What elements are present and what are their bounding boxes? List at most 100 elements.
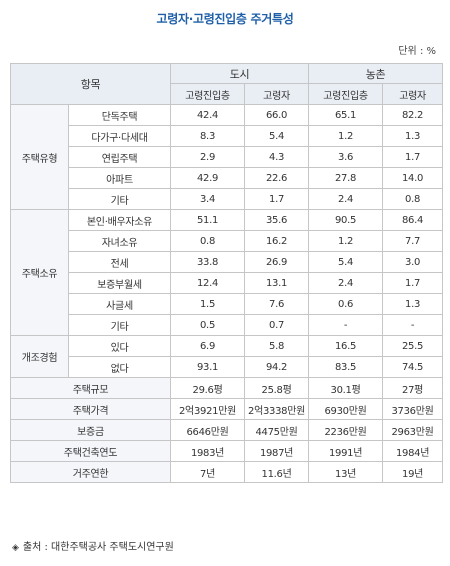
header-item: 항목 (9, 63, 172, 105)
row-label: 주택규모 (9, 377, 172, 399)
value-cell: 6646만원 (170, 419, 246, 441)
source-note: ◈ 출처 : 대한주택공사 주택도시연구원 (12, 538, 174, 553)
value-cell: 26.9 (244, 251, 310, 273)
table-row: 사글세 1.5 7.6 0.6 1.3 (11, 293, 444, 315)
value-cell: 1.2 (308, 230, 384, 252)
value-cell: 7년 (170, 461, 246, 483)
value-cell: 94.2 (244, 356, 310, 378)
value-cell: 27평 (382, 377, 444, 399)
unit-label: 단위 : % (398, 46, 436, 57)
table-row: 없다 93.1 94.2 83.5 74.5 (11, 356, 444, 378)
table-row: 주택건축연도 1983년 1987년 1991년 1984년 (9, 440, 444, 462)
value-cell: 30.1평 (308, 377, 384, 399)
housing-characteristics-table: 항목 도시 농촌 고령진입층 고령자 고령진입층 고령자 주택유형 단독주택 42.… (9, 63, 444, 483)
row-label: 없다 (67, 356, 172, 378)
row-label: 자녀소유 (67, 230, 172, 252)
table-row: 자녀소유 0.8 16.2 1.2 7.7 (11, 230, 444, 252)
value-cell: 16.5 (308, 335, 384, 357)
header-city: 도시 (170, 63, 310, 84)
value-cell: 0.5 (170, 314, 246, 336)
value-cell: 4475만원 (244, 419, 310, 441)
value-cell: 42.9 (170, 167, 246, 189)
value-cell: 0.6 (308, 293, 384, 315)
row-label: 아파트 (67, 167, 172, 189)
table-row: 개조경험 있다 6.9 5.8 16.5 25.5 (10, 335, 444, 378)
value-cell: 2억3338만원 (244, 398, 310, 420)
row-label: 보증부월세 (67, 272, 172, 294)
value-cell: 11.6년 (244, 461, 310, 483)
value-cell: - (382, 314, 444, 336)
page-title: 고령자·고령진입층 주거특성 (156, 12, 294, 26)
row-label: 주택건축연도 (9, 440, 172, 462)
value-cell: 2.4 (308, 272, 384, 294)
value-cell: 5.8 (244, 335, 310, 357)
diamond-marker-icon: ◈ (12, 543, 19, 553)
value-cell: 1984년 (382, 440, 444, 462)
value-cell: 1.7 (244, 188, 310, 210)
table-row: 주택유형 단독주택 42.4 66.0 65.1 82.2 (10, 104, 444, 210)
table-row: 아파트 42.9 22.6 27.8 14.0 (11, 167, 444, 189)
value-cell: 3.6 (308, 146, 384, 168)
value-cell: 0.7 (244, 314, 310, 336)
row-label: 보증금 (9, 419, 172, 441)
header-rural-elderly: 고령자 (382, 83, 444, 105)
value-cell: 27.8 (308, 167, 384, 189)
value-cell: 42.4 (170, 104, 246, 126)
value-cell: 93.1 (170, 356, 246, 378)
table-body: 주택유형 단독주택 42.4 66.0 65.1 82.2 다가구·다세대 8.3 5.4 1.2… (9, 104, 444, 483)
value-cell: 66.0 (244, 104, 310, 126)
value-cell: 1.3 (382, 293, 444, 315)
value-cell: 35.6 (244, 209, 310, 231)
value-cell: 5.4 (244, 125, 310, 147)
row-label: 있다 (67, 335, 172, 357)
value-cell: 13년 (308, 461, 384, 483)
header-rural-preelderly: 고령진입층 (308, 83, 384, 105)
row-label: 기타 (67, 314, 172, 336)
row-label: 전세 (67, 251, 172, 273)
header-row-1: 항목 도시 농촌 (9, 63, 444, 105)
value-cell: 2.9 (170, 146, 246, 168)
value-cell: 74.5 (382, 356, 444, 378)
table-row: 기타 3.4 1.7 2.4 0.8 (11, 188, 444, 210)
value-cell: - (308, 314, 384, 336)
value-cell: 19년 (382, 461, 444, 483)
value-cell: 6.9 (170, 335, 246, 357)
value-cell: 3.0 (382, 251, 444, 273)
group-label: 주택유형 (10, 104, 69, 210)
value-cell: 1.3 (382, 125, 444, 147)
table-row: 다가구·다세대 8.3 5.4 1.2 1.3 (11, 125, 444, 147)
table-row: 보증부월세 12.4 13.1 2.4 1.7 (11, 272, 444, 294)
row-label: 단독주택 (67, 104, 172, 126)
value-cell: 22.6 (244, 167, 310, 189)
row-label: 거주연한 (9, 461, 172, 483)
row-label: 연립주택 (67, 146, 172, 168)
table-row: 보증금 6646만원 4475만원 2236만원 2963만원 (9, 419, 444, 441)
value-cell: 90.5 (308, 209, 384, 231)
value-cell: 12.4 (170, 272, 246, 294)
value-cell: 7.7 (382, 230, 444, 252)
value-cell: 4.3 (244, 146, 310, 168)
row-label: 다가구·다세대 (67, 125, 172, 147)
value-cell: 2억3921만원 (170, 398, 246, 420)
value-cell: 14.0 (382, 167, 444, 189)
table-row: 기타 0.5 0.7- - (11, 314, 444, 336)
row-label: 기타 (67, 188, 172, 210)
value-cell: 3736만원 (382, 398, 444, 420)
table-row: 주택가격 2억3921만원 2억3338만원 6930만원 3736만원 (9, 398, 444, 420)
value-cell: 1987년 (244, 440, 310, 462)
value-cell: 13.1 (244, 272, 310, 294)
value-cell: 65.1 (308, 104, 384, 126)
value-cell: 7.6 (244, 293, 310, 315)
value-cell: 1.7 (382, 272, 444, 294)
header-rural: 농촌 (308, 63, 444, 84)
table-row: 전세 33.8 26.9 5.4 3.0 (11, 251, 444, 273)
value-cell: 1.7 (382, 146, 444, 168)
value-cell: 25.5 (382, 335, 444, 357)
value-cell: 2963만원 (382, 419, 444, 441)
row-label: 본인·배우자소유 (67, 209, 172, 231)
value-cell: 16.2 (244, 230, 310, 252)
header-city-elderly: 고령자 (244, 83, 310, 105)
table-row: 거주연한 7년 11.6년 13년 19년 (9, 461, 444, 483)
value-cell: 0.8 (170, 230, 246, 252)
